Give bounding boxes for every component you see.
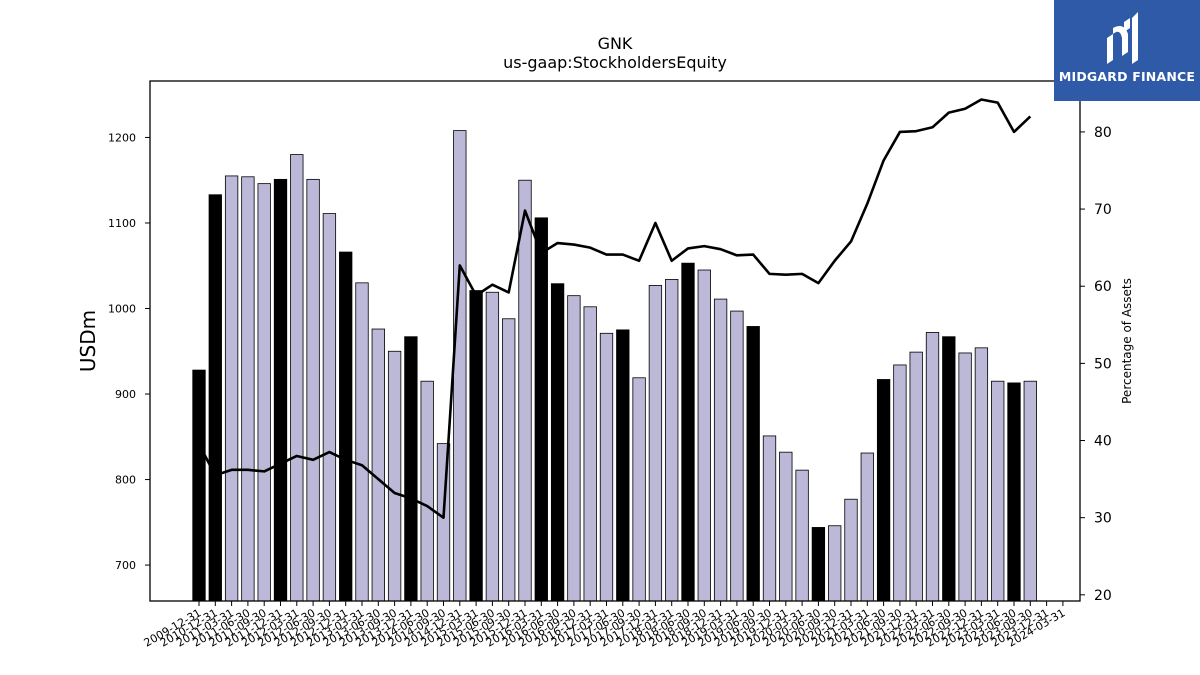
right-tick-label: 80 xyxy=(1094,125,1112,141)
bar xyxy=(730,310,744,602)
bar xyxy=(550,283,565,602)
y-axis-label: USDm xyxy=(76,310,100,372)
left-tick-label: 900 xyxy=(115,388,136,401)
bar xyxy=(518,179,532,602)
bar xyxy=(567,295,581,602)
left-tick-label: 1000 xyxy=(108,303,136,316)
bar xyxy=(273,178,288,602)
bar xyxy=(616,329,630,602)
bar xyxy=(290,154,304,602)
bar xyxy=(371,328,385,602)
x-axis: 2009-12-312010-12-312011-03-312011-06-30… xyxy=(142,601,1067,650)
bar xyxy=(762,435,777,602)
bar xyxy=(469,290,483,602)
chart-title: GNK xyxy=(598,34,633,53)
left-tick-label: 800 xyxy=(115,474,136,487)
bar xyxy=(828,525,842,602)
bar xyxy=(502,318,516,602)
bar xyxy=(632,377,646,602)
bar xyxy=(224,175,239,602)
right-tick-label: 20 xyxy=(1094,588,1112,604)
bar xyxy=(942,336,956,602)
bar xyxy=(1007,382,1021,602)
bar xyxy=(453,130,467,602)
line-group xyxy=(197,98,1032,519)
bar xyxy=(925,332,940,602)
bar xyxy=(681,262,695,602)
bar xyxy=(420,380,434,602)
right-tick-label: 70 xyxy=(1094,202,1112,218)
bar xyxy=(844,498,858,602)
bar xyxy=(485,291,500,602)
bar xyxy=(387,350,402,602)
bar xyxy=(192,369,206,602)
bar xyxy=(697,269,711,602)
bar xyxy=(665,279,679,602)
bar xyxy=(795,469,809,602)
bar xyxy=(534,217,548,602)
right-axis: 20 30 40 50 60 70 80 xyxy=(1080,125,1112,604)
y-axis-right-label: Percentage of Assets xyxy=(1120,278,1134,404)
chart-subtitle: us-gaap:StockholdersEquity xyxy=(503,53,727,72)
bar xyxy=(355,282,369,602)
bar xyxy=(958,352,972,602)
bar xyxy=(746,326,760,602)
logo: MIDGARD FINANCE xyxy=(1054,0,1200,101)
bar xyxy=(876,379,891,602)
left-tick-label: 700 xyxy=(115,559,136,572)
bars-group xyxy=(192,130,1037,602)
bar xyxy=(713,298,728,602)
bar xyxy=(241,176,255,602)
right-tick-label: 40 xyxy=(1094,434,1112,450)
right-tick-label: 60 xyxy=(1094,279,1112,295)
bar xyxy=(208,194,222,602)
right-tick-label: 30 xyxy=(1094,511,1112,527)
bar xyxy=(322,213,337,602)
bar xyxy=(811,527,826,602)
bar xyxy=(404,336,418,602)
bar xyxy=(909,351,923,602)
bar xyxy=(991,380,1005,602)
plot-frame xyxy=(149,80,1081,602)
left-tick-label: 1100 xyxy=(108,217,136,230)
bar xyxy=(648,285,663,602)
midgard-finance-mark-icon xyxy=(1107,12,1138,64)
bar xyxy=(893,364,907,602)
bar xyxy=(257,183,271,602)
bar xyxy=(1023,380,1037,602)
bar xyxy=(306,178,320,602)
right-tick-label: 50 xyxy=(1094,356,1112,372)
bar xyxy=(974,347,989,602)
left-axis: 700 800 900 1000 1100 1200 xyxy=(108,131,150,572)
bar xyxy=(339,251,353,602)
left-tick-label: 1200 xyxy=(108,131,136,144)
bar xyxy=(779,451,793,602)
logo-text: MIDGARD FINANCE xyxy=(1058,69,1196,84)
series-line xyxy=(197,98,1032,519)
bar xyxy=(860,452,874,602)
bar xyxy=(583,306,597,602)
bar xyxy=(599,332,614,602)
